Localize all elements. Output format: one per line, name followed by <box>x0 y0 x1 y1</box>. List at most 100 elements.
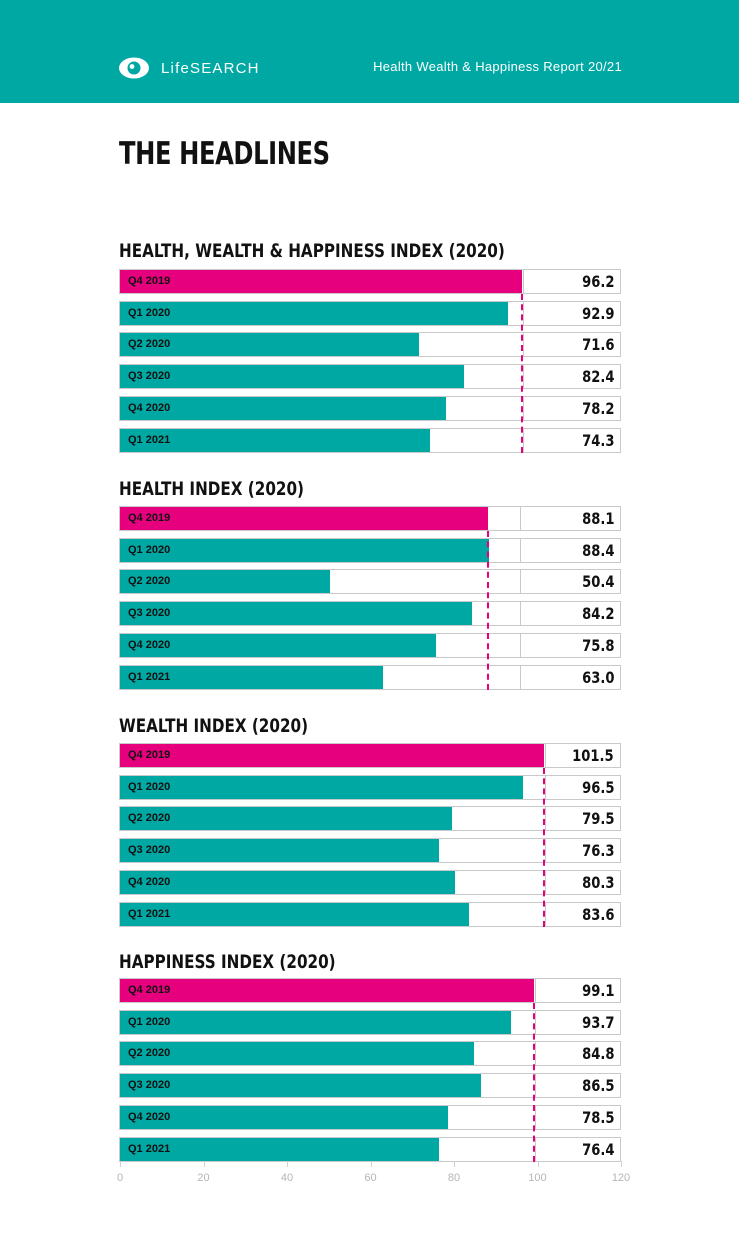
bar-row-q1-2020: Q1 2020 <box>119 1010 536 1035</box>
axis-tick-mark <box>203 1161 205 1167</box>
value-box: 96.2 <box>522 269 621 294</box>
value-label: 80.3 <box>581 873 614 892</box>
reference-line <box>532 1003 535 1162</box>
bar-q4-2020[interactable] <box>120 634 437 657</box>
value-box: 78.2 <box>522 396 621 421</box>
bar-q3-2020[interactable] <box>120 1074 482 1097</box>
value-box: 75.8 <box>520 633 621 658</box>
bar-category-label: Q3 2020 <box>128 844 171 856</box>
bar-q1-2021[interactable] <box>120 1138 439 1161</box>
logo[interactable]: LifeSEARCH <box>117 56 260 80</box>
bar-q4-2019[interactable] <box>120 744 544 767</box>
value-box: 82.4 <box>522 364 621 389</box>
bar-row-q4-2020: Q4 2020 <box>119 396 524 421</box>
bar-category-label: Q1 2020 <box>128 544 171 556</box>
bar-row-q2-2020: Q2 2020 <box>119 806 546 831</box>
chart-title: HEALTH INDEX (2020) <box>119 478 305 500</box>
reference-line <box>486 531 489 690</box>
bar-row-q2-2020: Q2 2020 <box>119 1041 536 1066</box>
bar-q2-2020[interactable] <box>120 570 331 593</box>
value-label: 79.5 <box>581 809 614 828</box>
report-title: Health Wealth & Happiness Report 20/21 <box>373 59 622 74</box>
bar-row-q1-2020: Q1 2020 <box>119 538 521 563</box>
bar-category-label: Q4 2020 <box>128 639 171 651</box>
value-box: 74.3 <box>522 428 621 453</box>
bar-category-label: Q4 2020 <box>128 876 171 888</box>
bar-q1-2020[interactable] <box>120 539 490 562</box>
bar-q2-2020[interactable] <box>120 333 419 356</box>
bar-q4-2020[interactable] <box>120 397 447 420</box>
bar-q2-2020[interactable] <box>120 807 452 830</box>
bar-row-q4-2019: Q4 2019 <box>119 743 546 768</box>
bar-q4-2019[interactable] <box>120 507 488 530</box>
bar-q1-2021[interactable] <box>120 429 431 452</box>
bar-q4-2019[interactable] <box>120 979 534 1002</box>
bar-row-q3-2020: Q3 2020 <box>119 364 524 389</box>
value-box: 71.6 <box>522 332 621 357</box>
value-label: 96.2 <box>581 272 614 291</box>
bar-category-label: Q4 2019 <box>128 275 171 287</box>
value-box: 63.0 <box>520 665 621 690</box>
brand-name: LifeSEARCH <box>161 59 260 77</box>
bar-q4-2020[interactable] <box>120 1106 448 1129</box>
bar-row-q4-2020: Q4 2020 <box>119 870 546 895</box>
value-label: 83.6 <box>581 905 614 924</box>
value-box: 80.3 <box>544 870 621 895</box>
value-label: 78.2 <box>581 399 614 418</box>
bar-category-label: Q2 2020 <box>128 338 171 350</box>
bar-row-q4-2019: Q4 2019 <box>119 506 521 531</box>
header-banner: LifeSEARCH Health Wealth & Happiness Rep… <box>0 0 739 103</box>
value-label: 86.5 <box>581 1076 614 1095</box>
bar-q3-2020[interactable] <box>120 839 439 862</box>
value-label: 101.5 <box>572 746 614 765</box>
value-box: 88.1 <box>520 506 621 531</box>
bar-category-label: Q3 2020 <box>128 1079 171 1091</box>
value-label: 92.9 <box>581 304 614 323</box>
value-box: 76.3 <box>544 838 621 863</box>
value-box: 84.8 <box>534 1041 621 1066</box>
bar-q1-2020[interactable] <box>120 302 508 325</box>
bar-q1-2020[interactable] <box>120 1011 512 1034</box>
value-label: 63.0 <box>581 668 614 687</box>
value-label: 75.8 <box>581 636 614 655</box>
axis-tick-label: 0 <box>116 1172 124 1184</box>
value-label: 88.4 <box>581 541 614 560</box>
value-box: 92.9 <box>522 301 621 326</box>
bar-category-label: Q1 2021 <box>128 671 171 683</box>
bar-q1-2021[interactable] <box>120 666 384 689</box>
bar-q2-2020[interactable] <box>120 1042 475 1065</box>
bar-q1-2021[interactable] <box>120 903 470 926</box>
bar-category-label: Q2 2020 <box>128 1047 171 1059</box>
bar-row-q1-2020: Q1 2020 <box>119 301 524 326</box>
bar-category-label: Q1 2021 <box>128 434 171 446</box>
bar-q1-2020[interactable] <box>120 776 523 799</box>
bar-category-label: Q1 2021 <box>128 1143 171 1155</box>
bar-q4-2020[interactable] <box>120 871 456 894</box>
axis-tick-label: 20 <box>197 1172 210 1184</box>
axis-tick-mark <box>120 1161 121 1167</box>
value-label: 84.8 <box>581 1044 614 1063</box>
bar-row-q1-2020: Q1 2020 <box>119 775 546 800</box>
axis-tick-label: 40 <box>280 1172 294 1184</box>
bar-row-q2-2020: Q2 2020 <box>119 332 524 357</box>
value-label: 99.1 <box>581 981 614 1000</box>
value-box: 101.5 <box>544 743 621 768</box>
bar-category-label: Q2 2020 <box>128 812 171 824</box>
value-box: 86.5 <box>534 1073 621 1098</box>
bar-q3-2020[interactable] <box>120 365 465 388</box>
bar-q3-2020[interactable] <box>120 602 472 625</box>
bar-row-q2-2020: Q2 2020 <box>119 569 521 594</box>
value-box: 79.5 <box>544 806 621 831</box>
value-label: 82.4 <box>581 367 614 386</box>
bar-row-q4-2020: Q4 2020 <box>119 633 521 658</box>
value-box: 83.6 <box>544 902 621 927</box>
bar-q4-2019[interactable] <box>120 270 522 293</box>
bar-row-q1-2021: Q1 2021 <box>119 1137 536 1162</box>
bar-row-q1-2021: Q1 2021 <box>119 665 521 690</box>
chart-title: WEALTH INDEX (2020) <box>119 715 309 737</box>
value-box: 88.4 <box>520 538 621 563</box>
value-box: 76.4 <box>534 1137 621 1162</box>
page-title: THE HEADLINES <box>119 136 330 172</box>
bar-row-q4-2020: Q4 2020 <box>119 1105 536 1130</box>
value-label: 84.2 <box>581 604 614 623</box>
